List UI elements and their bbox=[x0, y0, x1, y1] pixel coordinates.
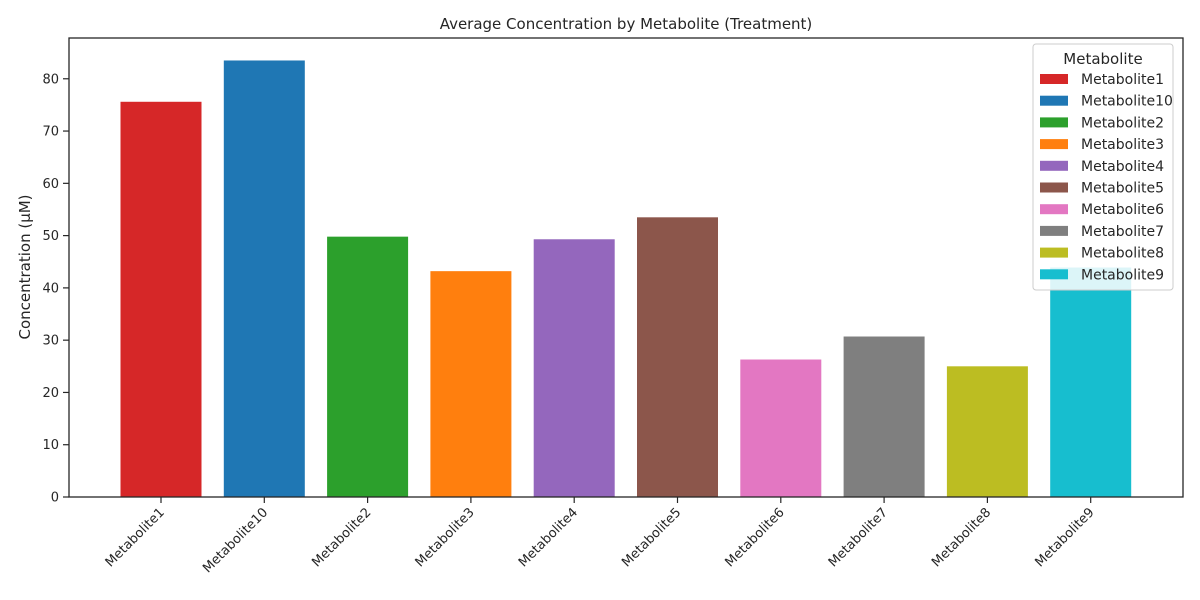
bar-metabolite8 bbox=[946, 366, 1028, 497]
y-tick-label: 80 bbox=[42, 72, 59, 87]
x-tick-label: Metabolite3 bbox=[413, 505, 478, 570]
legend-entry-label: Metabolite10 bbox=[1081, 94, 1173, 110]
legend-swatch bbox=[1040, 95, 1068, 106]
legend-title: Metabolite bbox=[1063, 50, 1142, 68]
legend-entry-label: Metabolite3 bbox=[1081, 137, 1164, 153]
y-tick-label: 50 bbox=[42, 229, 59, 244]
bar-metabolite3 bbox=[430, 271, 512, 497]
legend: Metabolite Metabolite1 Metabolite10 Metabo… bbox=[1032, 43, 1174, 291]
legend-entry-label: Metabolite4 bbox=[1081, 159, 1164, 175]
legend-swatch bbox=[1040, 225, 1068, 236]
y-tick-label: 0 bbox=[51, 491, 59, 506]
legend-entry-label: Metabolite1 bbox=[1081, 72, 1164, 88]
x-tick-label: Metabolite9 bbox=[1032, 505, 1097, 570]
legend-swatch bbox=[1040, 247, 1068, 258]
x-tick-label: Metabolite4 bbox=[516, 505, 581, 570]
chart-title: Average Concentration by Metabolite (Tre… bbox=[440, 15, 813, 33]
bar-metabolite4 bbox=[533, 239, 615, 497]
x-tick-label: Metabolite6 bbox=[723, 505, 788, 570]
x-axis-ticks: Metabolite1 Metabolite10 Metabolite2 Metabo… bbox=[103, 497, 1098, 576]
y-tick-label: 20 bbox=[42, 386, 59, 401]
y-tick-label: 10 bbox=[42, 438, 59, 453]
bar-metabolite10 bbox=[223, 60, 305, 498]
legend-entry-label: Metabolite7 bbox=[1081, 224, 1164, 240]
plot-frame bbox=[68, 37, 1184, 498]
bar-metabolite2 bbox=[327, 236, 409, 497]
legend-swatch bbox=[1040, 117, 1068, 128]
x-tick-label: Metabolite5 bbox=[619, 505, 684, 570]
bar-metabolite5 bbox=[637, 217, 718, 497]
legend-swatch bbox=[1040, 182, 1068, 193]
legend-entry-label: Metabolite8 bbox=[1081, 246, 1164, 262]
bars bbox=[120, 60, 1132, 498]
y-axis-ticks: 0 10 20 30 40 50 60 70 80 bbox=[42, 72, 69, 506]
x-tick-label: Metabolite8 bbox=[929, 505, 994, 570]
bar-metabolite9 bbox=[1050, 267, 1132, 497]
x-tick-label: Metabolite1 bbox=[103, 505, 168, 570]
y-tick-label: 40 bbox=[42, 281, 59, 296]
legend-swatch bbox=[1040, 139, 1068, 150]
y-tick-label: 60 bbox=[42, 177, 59, 192]
legend-entry-label: Metabolite5 bbox=[1081, 181, 1164, 197]
legend-entry-label: Metabolite2 bbox=[1081, 115, 1164, 131]
legend-swatch bbox=[1040, 160, 1068, 171]
y-tick-label: 30 bbox=[42, 334, 59, 349]
x-tick-label: Metabolite2 bbox=[309, 505, 374, 570]
y-axis-label: Concentration (μM) bbox=[16, 194, 34, 339]
bar-metabolite6 bbox=[740, 359, 822, 497]
legend-swatch bbox=[1040, 269, 1068, 280]
x-tick-label: Metabolite7 bbox=[826, 505, 891, 570]
y-tick-label: 70 bbox=[42, 125, 59, 140]
legend-entry-label: Metabolite6 bbox=[1081, 202, 1164, 218]
bar-metabolite1 bbox=[120, 101, 202, 497]
legend-swatch bbox=[1040, 204, 1068, 215]
legend-entry-label: Metabolite9 bbox=[1081, 267, 1164, 283]
x-tick-label: Metabolite10 bbox=[200, 505, 271, 576]
bar-metabolite7 bbox=[843, 336, 925, 497]
legend-swatch bbox=[1040, 74, 1068, 84]
